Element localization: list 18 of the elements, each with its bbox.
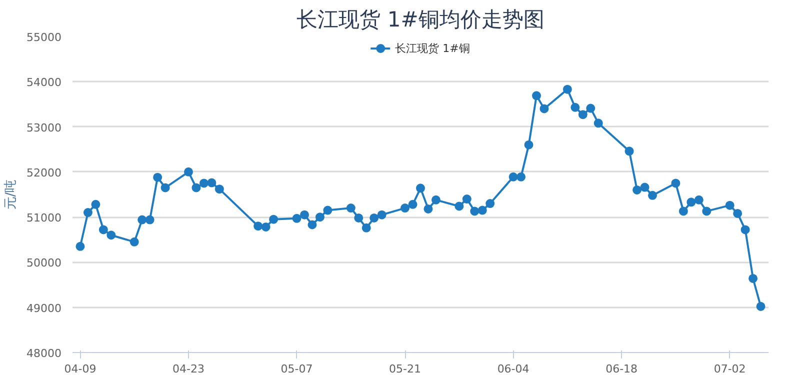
- x-tick-label: 04-23: [172, 362, 204, 375]
- x-tick-label: 06-04: [497, 362, 530, 375]
- x-tick-label: 04-09: [64, 362, 96, 375]
- y-tick-label: 50000: [26, 256, 62, 270]
- x-tick-label: 05-21: [389, 362, 422, 375]
- y-tick-label: 52000: [26, 166, 62, 180]
- x-tick-label: 05-07: [280, 362, 313, 375]
- y-tick-label: 53000: [26, 121, 62, 134]
- y-axis-title: 元/吨: [4, 179, 19, 210]
- x-tick-label: 07-02: [714, 362, 746, 375]
- y-tick-label: 55000: [26, 31, 62, 44]
- y-tick-label: 54000: [26, 76, 62, 90]
- chart-title: 长江现货 1#铜均价走势图: [296, 8, 544, 32]
- x-tick-label: 06-18: [606, 362, 638, 375]
- y-tick-label: 49000: [26, 302, 62, 315]
- y-tick-label: 48000: [26, 347, 62, 360]
- y-tick-label: 51000: [26, 212, 62, 225]
- legend-label: 长江现货 1#铜: [395, 40, 470, 56]
